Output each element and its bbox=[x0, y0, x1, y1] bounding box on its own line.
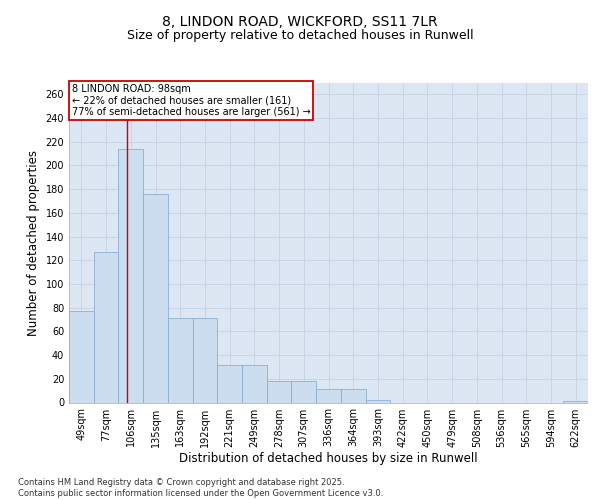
X-axis label: Distribution of detached houses by size in Runwell: Distribution of detached houses by size … bbox=[179, 452, 478, 466]
Y-axis label: Number of detached properties: Number of detached properties bbox=[27, 150, 40, 336]
Bar bbox=[217, 364, 242, 403]
Bar bbox=[143, 194, 168, 402]
Bar bbox=[292, 381, 316, 402]
Text: Size of property relative to detached houses in Runwell: Size of property relative to detached ho… bbox=[127, 30, 473, 43]
Bar bbox=[69, 311, 94, 402]
Bar bbox=[341, 390, 365, 402]
Bar bbox=[316, 390, 341, 402]
Bar bbox=[267, 381, 292, 402]
Bar bbox=[365, 400, 390, 402]
Text: Contains HM Land Registry data © Crown copyright and database right 2025.
Contai: Contains HM Land Registry data © Crown c… bbox=[18, 478, 383, 498]
Bar bbox=[193, 318, 217, 402]
Bar bbox=[118, 149, 143, 403]
Text: 8 LINDON ROAD: 98sqm
← 22% of detached houses are smaller (161)
77% of semi-deta: 8 LINDON ROAD: 98sqm ← 22% of detached h… bbox=[71, 84, 310, 117]
Text: 8, LINDON ROAD, WICKFORD, SS11 7LR: 8, LINDON ROAD, WICKFORD, SS11 7LR bbox=[162, 16, 438, 30]
Bar bbox=[242, 364, 267, 403]
Bar bbox=[94, 252, 118, 402]
Bar bbox=[168, 318, 193, 402]
